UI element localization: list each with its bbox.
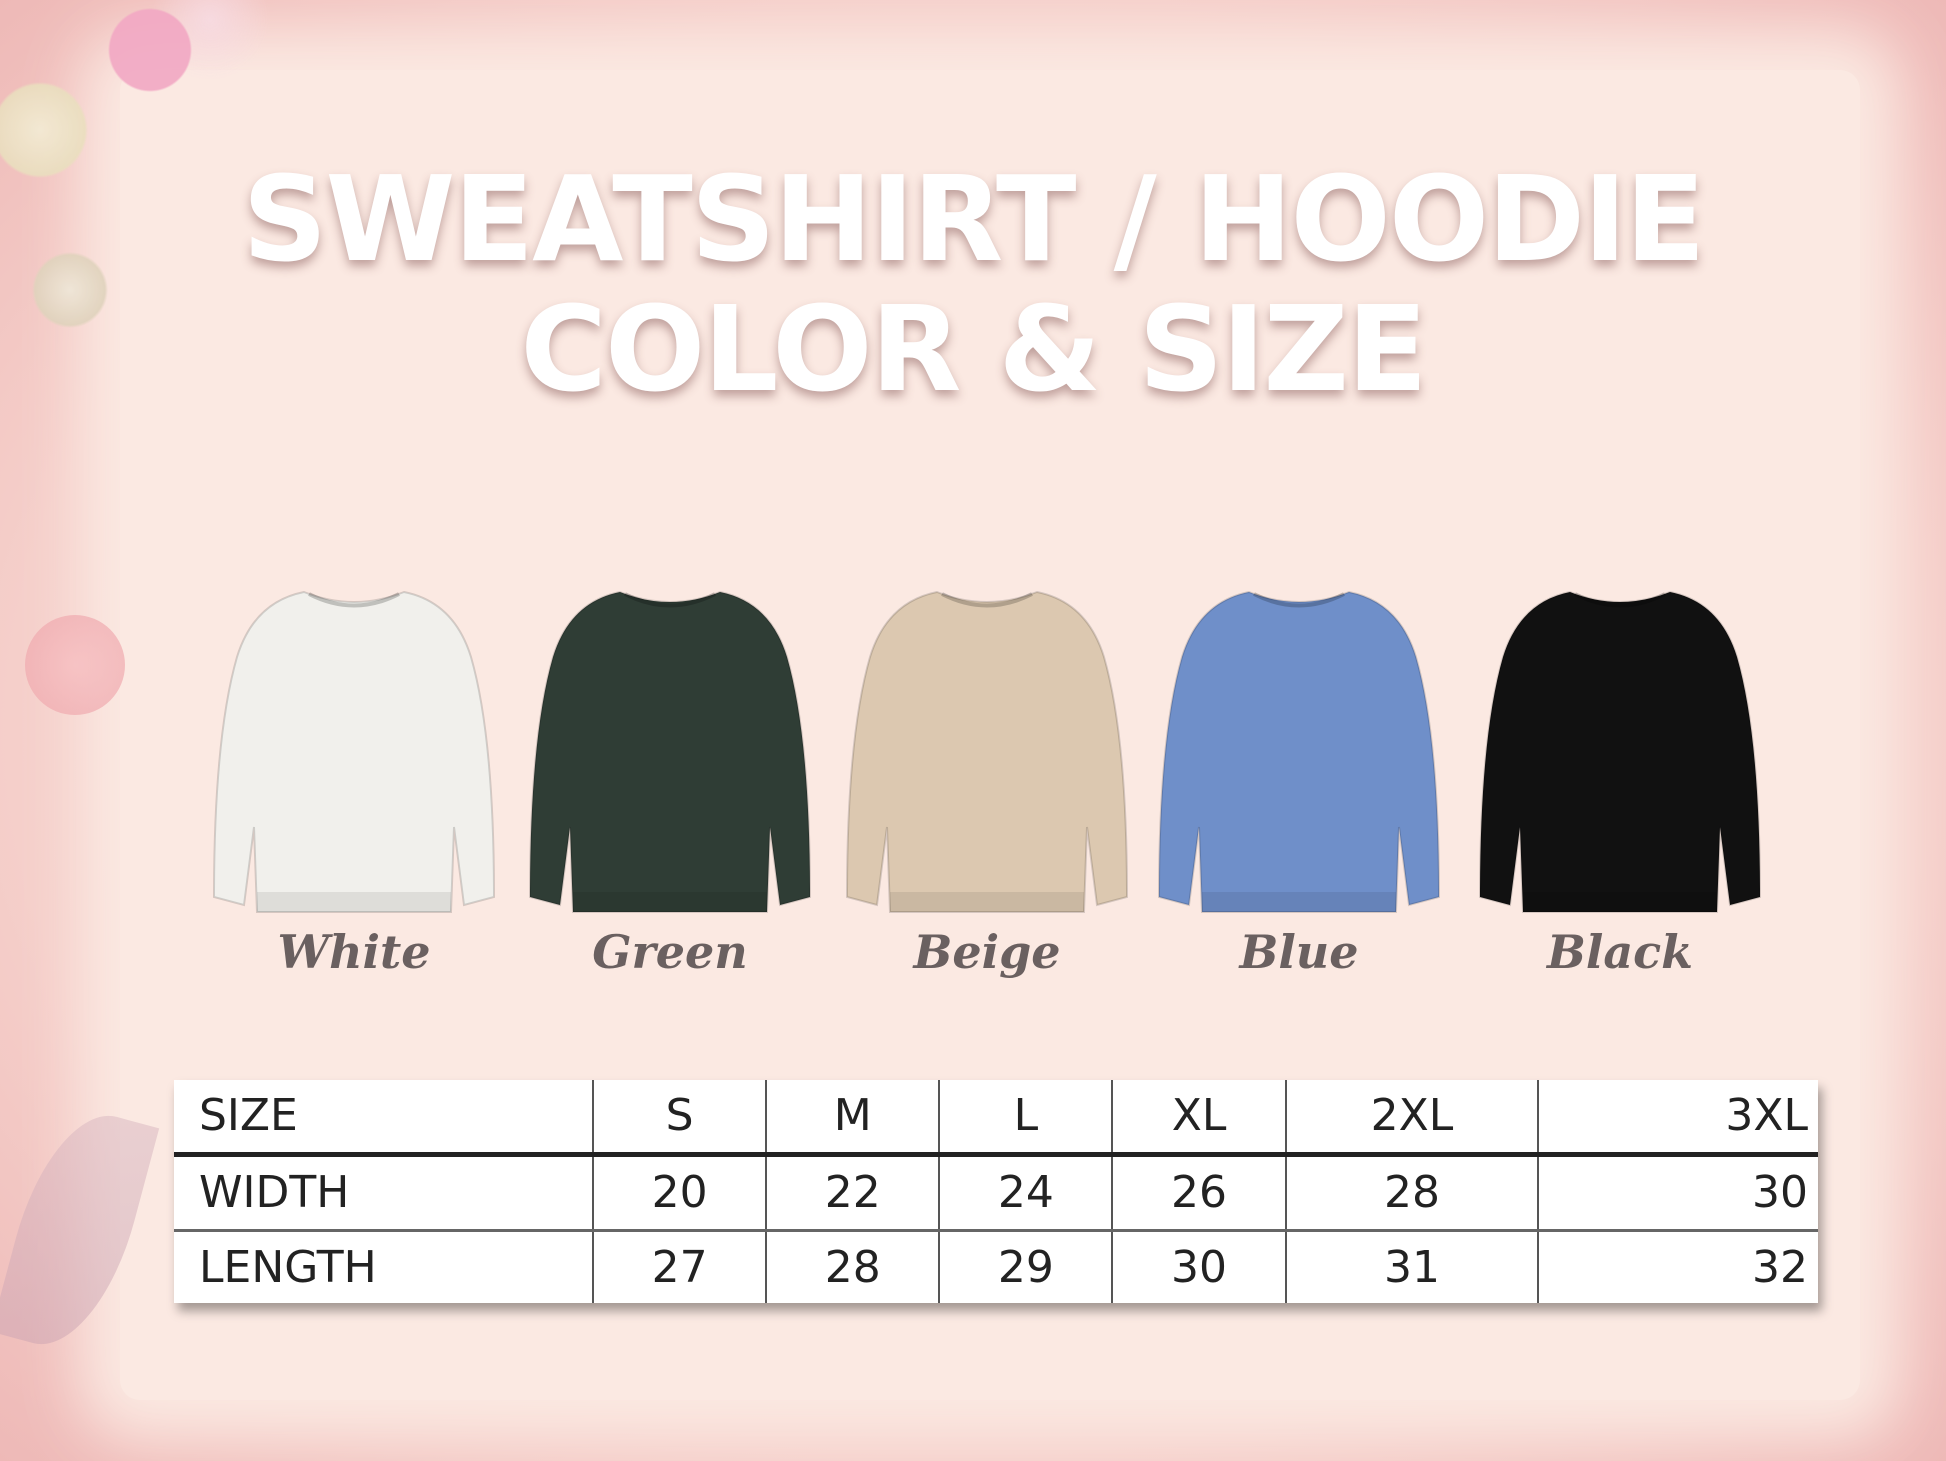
header-cell: SIZE xyxy=(174,1080,593,1157)
table-cell: 20 xyxy=(591,1154,767,1231)
flower-decoration xyxy=(0,0,290,460)
size-chart-table: SIZE S M L XL 2XL 3XL WIDTH 20 22 24 26 … xyxy=(174,1080,1818,1303)
color-label: Beige xyxy=(913,925,1061,979)
table-cell: 24 xyxy=(938,1154,1113,1231)
sweatshirt-black xyxy=(1475,577,1765,927)
row-label: LENGTH xyxy=(174,1228,593,1303)
row-label: WIDTH xyxy=(199,1167,350,1219)
table-cell: 22 xyxy=(765,1154,940,1231)
table-cell: 31 xyxy=(1284,1228,1539,1303)
table-row-length: LENGTH 27 28 29 30 31 32 xyxy=(174,1228,1818,1303)
sweatshirt-beige xyxy=(842,577,1132,927)
table-cell: 28 xyxy=(765,1228,940,1303)
header-cell: XL xyxy=(1111,1080,1286,1157)
sweatshirt-blue xyxy=(1154,577,1444,927)
header-cell: L xyxy=(938,1080,1113,1157)
table-cell: 28 xyxy=(1284,1154,1539,1231)
table-cell: 29 xyxy=(938,1228,1113,1303)
title-line-2: COLOR & SIZE xyxy=(520,280,1427,418)
title-line-1: SWEATSHIRT / HOODIE xyxy=(242,150,1705,288)
table-cell: 30 xyxy=(1537,1154,1818,1231)
header-cell: 2XL xyxy=(1284,1080,1539,1157)
color-label: Blue xyxy=(1239,925,1359,979)
table-header-row: SIZE S M L XL 2XL 3XL xyxy=(174,1080,1818,1157)
header-cell: 3XL xyxy=(1537,1080,1818,1157)
table-cell: 26 xyxy=(1111,1154,1286,1231)
color-label: Green xyxy=(592,925,748,979)
table-cell: 32 xyxy=(1537,1228,1818,1303)
sweatshirt-green xyxy=(525,577,815,927)
sweatshirt-white xyxy=(209,577,499,927)
table-cell: 27 xyxy=(591,1228,767,1303)
sewing-button-decoration xyxy=(25,615,125,715)
table-row-width: WIDTH 20 22 24 26 28 30 xyxy=(174,1154,1818,1231)
color-label: Black xyxy=(1546,925,1694,979)
header-cell: S xyxy=(591,1080,767,1157)
table-cell: 30 xyxy=(1111,1228,1286,1303)
header-cell: M xyxy=(765,1080,940,1157)
color-label: White xyxy=(277,925,431,979)
